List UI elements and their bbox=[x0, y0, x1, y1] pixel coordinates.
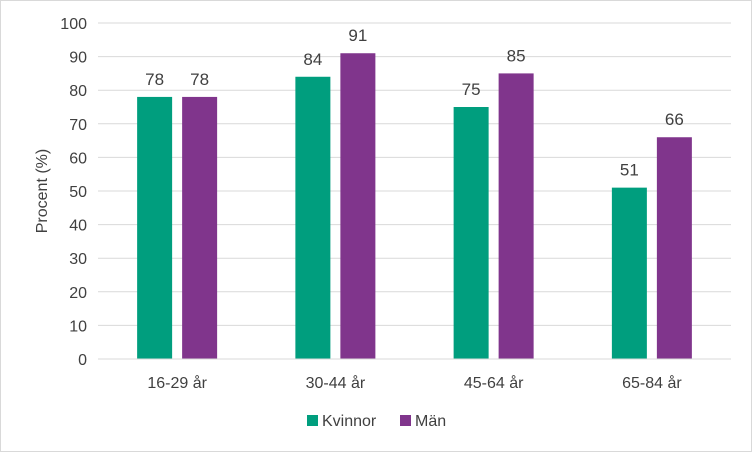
x-tick-label: 16-29 år bbox=[147, 374, 207, 392]
bar-m-n-0 bbox=[182, 96, 218, 360]
data-labels: 78 78 84 91 75 85 51 66 bbox=[145, 26, 684, 179]
y-tick-label: 10 bbox=[69, 318, 87, 335]
legend-swatch bbox=[400, 415, 411, 426]
x-tick-label: 45-64 år bbox=[464, 374, 524, 392]
x-tick-label: 30-44 år bbox=[306, 374, 366, 392]
bar-kvinnor-1 bbox=[295, 76, 331, 359]
y-tick-label: 70 bbox=[69, 117, 87, 134]
data-label: 78 bbox=[190, 70, 209, 89]
data-label: 75 bbox=[462, 80, 481, 99]
data-label: 78 bbox=[145, 70, 164, 89]
data-label: 85 bbox=[507, 46, 526, 65]
bar-m-n-3 bbox=[656, 137, 692, 359]
x-tick-label: 65-84 år bbox=[622, 374, 682, 392]
bar-m-n-1 bbox=[340, 53, 376, 360]
legend-label: Kvinnor bbox=[322, 413, 377, 430]
y-tick-label: 50 bbox=[69, 184, 87, 201]
data-label: 51 bbox=[620, 161, 639, 180]
y-axis-ticks: 0 10 20 30 40 50 60 70 80 90 100 bbox=[60, 16, 87, 369]
data-label: 84 bbox=[303, 50, 322, 69]
bar-kvinnor-0 bbox=[137, 96, 173, 360]
legend-label: Män bbox=[415, 413, 446, 430]
y-tick-label: 100 bbox=[60, 16, 87, 33]
bar-kvinnor-2 bbox=[453, 107, 489, 359]
y-tick-label: 20 bbox=[69, 285, 87, 302]
y-tick-label: 30 bbox=[69, 251, 87, 268]
bar-kvinnor-3 bbox=[611, 187, 647, 359]
bar-m-n-2 bbox=[498, 73, 534, 360]
legend: Kvinnor Män bbox=[307, 413, 446, 430]
data-label: 91 bbox=[348, 26, 367, 45]
y-axis-label: Procent (%) bbox=[34, 149, 51, 233]
data-label: 66 bbox=[665, 110, 684, 129]
y-tick-label: 90 bbox=[69, 50, 87, 67]
y-tick-label: 40 bbox=[69, 218, 87, 235]
legend-swatch bbox=[307, 415, 318, 426]
y-tick-label: 60 bbox=[69, 150, 87, 167]
y-tick-label: 80 bbox=[69, 83, 87, 100]
x-axis-ticks: 16-29 år 30-44 år 45-64 år 65-84 år bbox=[147, 374, 682, 392]
y-tick-label: 0 bbox=[78, 352, 87, 369]
bars bbox=[137, 53, 692, 360]
